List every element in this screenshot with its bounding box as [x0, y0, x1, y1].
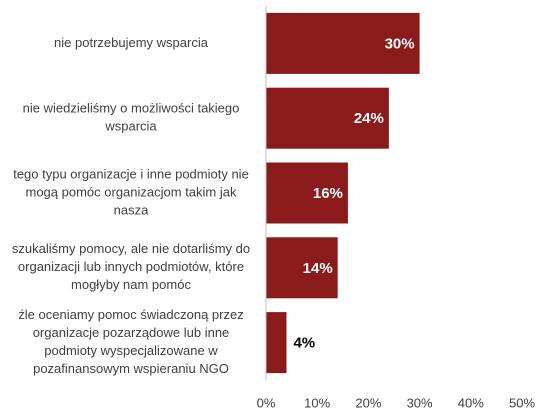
bar-1 — [266, 12, 420, 74]
x-tick-label: 0% — [257, 395, 276, 410]
category-label-line: mogą pomóc organizacjom takim jak — [26, 184, 237, 199]
x-tick-label: 30% — [407, 395, 433, 410]
category-label-line: podmioty wyspecjalizowane w — [44, 343, 218, 358]
category-label-line: nie potrzebujemy wsparcia — [54, 35, 209, 50]
category-label-line: organizacje pozarządowe lub inne — [33, 325, 230, 340]
category-label-1: nie potrzebujemy wsparcia — [54, 35, 209, 50]
category-label-3: tego typu organizacje i inne podmioty ni… — [13, 166, 249, 217]
category-label-line: źle oceniamy pomoc świadczoną przez — [18, 307, 243, 322]
value-label-1: 30% — [385, 35, 415, 52]
category-label-line: nie wiedzieliśmy o możliwości takiego — [23, 101, 240, 116]
x-axis-ticks: 0% 10% 20% 30% 40% 50% — [257, 395, 536, 410]
category-label-line: mogłyby nam pomóc — [71, 277, 191, 292]
value-label-2: 24% — [354, 110, 384, 127]
value-label-3: 16% — [313, 185, 343, 202]
category-label-line: wsparcia — [104, 119, 157, 134]
category-labels: nie potrzebujemy wsparcia nie wiedzieliśm… — [12, 35, 250, 376]
value-label-4: 14% — [303, 260, 333, 277]
x-tick-label: 50% — [509, 395, 535, 410]
category-label-line: szukaliśmy pomocy, ale nie dotarliśmy do — [12, 241, 250, 256]
x-tick-label: 10% — [304, 395, 330, 410]
x-tick-label: 40% — [458, 395, 484, 410]
category-label-4: szukaliśmy pomocy, ale nie dotarliśmy do… — [12, 241, 250, 292]
category-label-2: nie wiedzieliśmy o możliwości takiego wsp… — [23, 101, 240, 134]
category-label-line: pozafinansowym wspieraniu NGO — [33, 361, 229, 376]
value-label-5: 4% — [293, 335, 315, 352]
bar-4 — [266, 237, 338, 299]
category-label-line: tego typu organizacje i inne podmioty ni… — [13, 166, 249, 181]
category-label-line: nasza — [114, 202, 149, 217]
category-label-line: organizacji lub innych podmiotów, które — [18, 259, 244, 274]
bar-3 — [266, 162, 348, 224]
bar-2 — [266, 87, 389, 149]
bars-group: 30% 24% 16% 14% 4% — [266, 12, 420, 374]
x-tick-label: 20% — [355, 395, 381, 410]
bar-5 — [266, 312, 287, 374]
category-label-5: źle oceniamy pomoc świadczoną przez organ… — [18, 307, 243, 376]
